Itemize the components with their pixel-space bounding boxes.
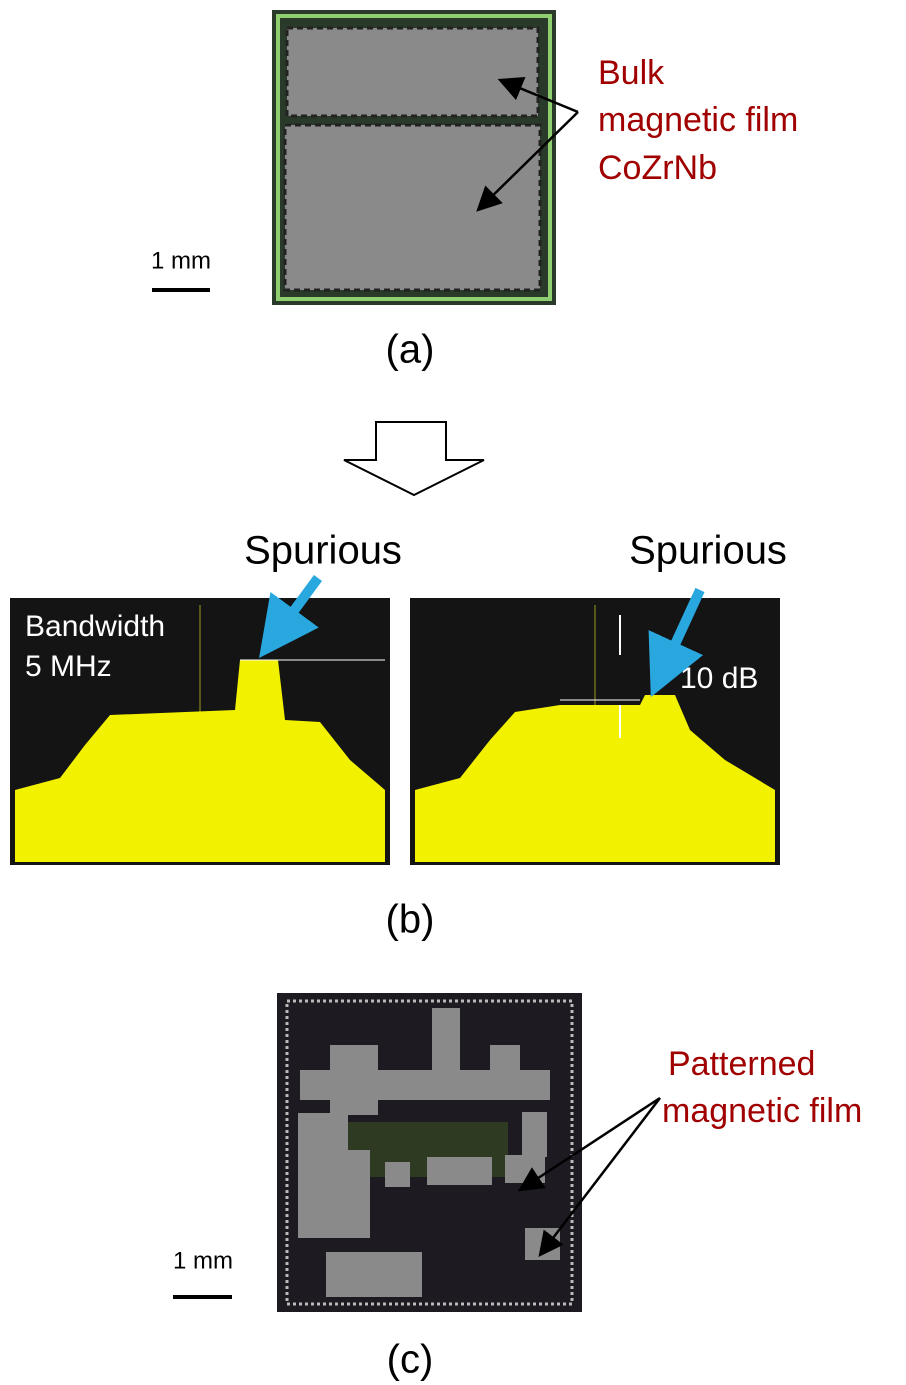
spectrum-right (410, 598, 780, 865)
level-label: 10 dB (680, 662, 758, 695)
panel-label: (a) (386, 328, 435, 372)
bandwidth-label: 5 MHz (25, 650, 112, 683)
chip-a (272, 10, 556, 305)
panel-label: (b) (386, 898, 435, 942)
chip-c (277, 993, 582, 1312)
annotation: magnetic film (662, 1092, 862, 1130)
annotation: Patterned (668, 1045, 815, 1083)
panel-label: (c) (387, 1338, 434, 1382)
flow-arrow (344, 422, 484, 495)
page: Bulk magnetic film CoZrNb 1 mm (a) Spuri… (0, 0, 906, 1385)
bandwidth-label: Bandwidth (25, 610, 165, 643)
callout: Spurious (244, 529, 402, 573)
scale-label: 1 mm (173, 1247, 233, 1274)
scale-label: 1 mm (151, 247, 211, 274)
callout: Spurious (629, 529, 787, 573)
annotation: magnetic film (598, 101, 798, 139)
figure: Bulk magnetic film CoZrNb 1 mm (a) Spuri… (0, 0, 906, 1385)
annotation: CoZrNb (598, 149, 717, 187)
annotation: Bulk (598, 54, 665, 92)
